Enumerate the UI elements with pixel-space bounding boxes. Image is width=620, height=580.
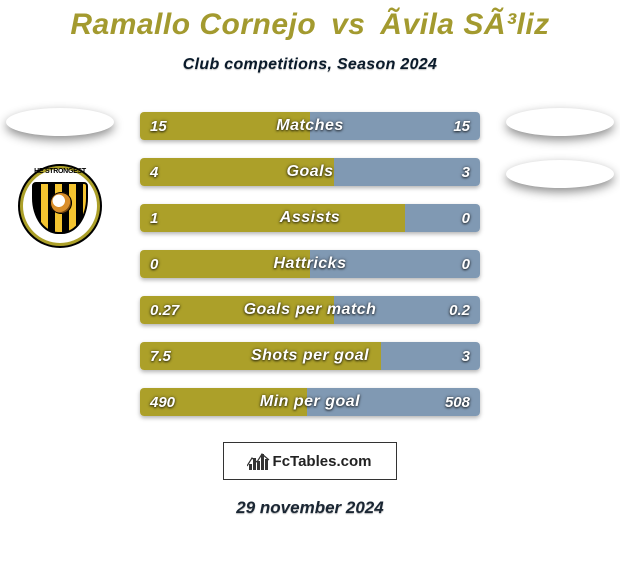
badge-arc-text: HE STRONGEST xyxy=(18,168,102,175)
brand-text: FcTables.com xyxy=(273,453,372,470)
stat-row: Matches1515 xyxy=(140,112,480,140)
comparison-bars: Matches1515 Goals43 Assists10 Hattricks00 Go… xyxy=(140,112,480,416)
player1-club-badge: HE STRONGEST xyxy=(18,164,102,248)
bar-segment-left xyxy=(140,112,310,140)
bar-segment-left xyxy=(140,250,310,278)
bar-segment-left xyxy=(140,342,381,370)
player2-name: Ãvila SÃ³liz xyxy=(380,8,549,41)
bar-track xyxy=(140,250,480,278)
bar-segment-right xyxy=(310,250,480,278)
stat-row: Goals per match0.270.2 xyxy=(140,296,480,324)
bar-track xyxy=(140,296,480,324)
chart-icon xyxy=(249,452,269,470)
bar-track xyxy=(140,204,480,232)
bar-track xyxy=(140,112,480,140)
player2-photo-placeholder xyxy=(506,108,614,136)
bar-segment-right xyxy=(334,158,480,186)
subtitle: Club competitions, Season 2024 xyxy=(0,56,620,74)
bar-segment-left xyxy=(140,296,334,324)
player1-name: Ramallo Cornejo xyxy=(70,8,316,41)
bar-segment-left xyxy=(140,158,334,186)
left-side-column: HE STRONGEST xyxy=(0,112,120,248)
stat-row: Shots per goal7.53 xyxy=(140,342,480,370)
badge-tiger-icon xyxy=(50,192,72,214)
bar-segment-left xyxy=(140,388,307,416)
bar-segment-right xyxy=(310,112,480,140)
bar-track xyxy=(140,158,480,186)
bar-segment-right xyxy=(381,342,480,370)
vs-separator: vs xyxy=(331,8,365,41)
bar-track xyxy=(140,388,480,416)
bar-segment-right xyxy=(307,388,480,416)
bar-segment-right xyxy=(334,296,480,324)
stat-row: Assists10 xyxy=(140,204,480,232)
stat-row: Goals43 xyxy=(140,158,480,186)
stat-row: Min per goal490508 xyxy=(140,388,480,416)
brand-logo: FcTables.com xyxy=(223,442,397,480)
bar-track xyxy=(140,342,480,370)
comparison-card: Ramallo Cornejo vs Ãvila SÃ³liz Club com… xyxy=(0,0,620,580)
bar-segment-left xyxy=(140,204,405,232)
stat-row: Hattricks00 xyxy=(140,250,480,278)
bar-segment-right xyxy=(405,204,480,232)
player2-club-placeholder xyxy=(506,160,614,188)
player1-photo-placeholder xyxy=(6,108,114,136)
right-side-column xyxy=(500,112,620,188)
date-text: 29 november 2024 xyxy=(0,498,620,518)
page-title: Ramallo Cornejo vs Ãvila SÃ³liz xyxy=(0,8,620,42)
